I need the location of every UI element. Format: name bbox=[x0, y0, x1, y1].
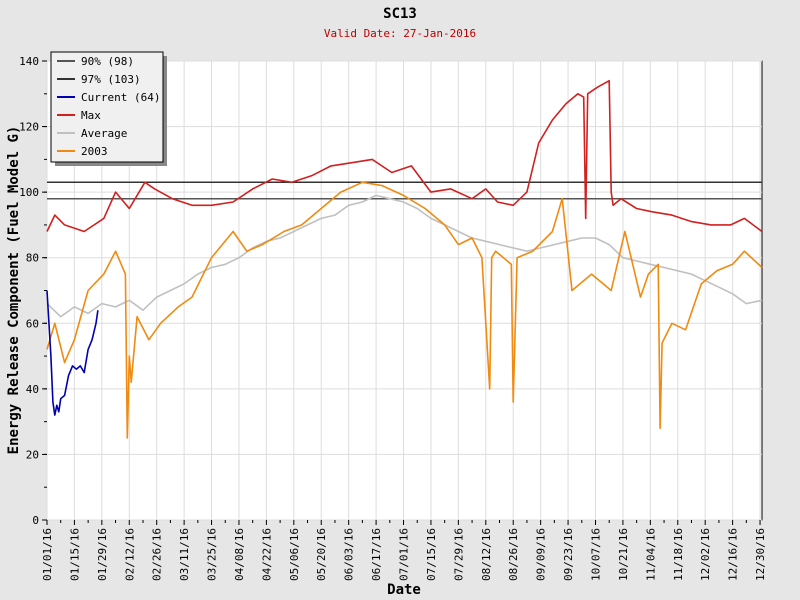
series-line-current-64- bbox=[46, 290, 99, 416]
y-tick-label: 0 bbox=[32, 514, 39, 527]
legend-label: Average bbox=[81, 127, 127, 140]
x-tick-label: 05/20/16 bbox=[315, 528, 328, 581]
x-tick-label: 12/02/16 bbox=[699, 528, 712, 581]
x-tick-label: 01/15/16 bbox=[68, 528, 81, 581]
x-tick-label: 02/12/16 bbox=[123, 528, 136, 581]
x-tick-label: 04/22/16 bbox=[260, 528, 273, 581]
y-tick-label: 80 bbox=[26, 252, 39, 265]
x-tick-label: 02/26/16 bbox=[151, 528, 164, 581]
x-tick-label: 09/23/16 bbox=[562, 528, 575, 581]
x-tick-label: 06/03/16 bbox=[343, 528, 356, 581]
x-tick-label: 12/16/16 bbox=[727, 528, 740, 581]
x-tick-label: 08/26/16 bbox=[507, 528, 520, 581]
x-axis-ticks: 01/01/16 01/15/16 01/29/16 02/12/16 02/26/16… bbox=[41, 520, 767, 581]
chart-title: SC13 bbox=[383, 6, 417, 22]
x-tick-label: 10/07/16 bbox=[589, 528, 602, 581]
y-tick-label: 60 bbox=[26, 317, 39, 330]
x-axis-label: Date bbox=[387, 582, 421, 598]
y-tick-label: 100 bbox=[19, 186, 39, 199]
x-tick-label: 01/01/16 bbox=[41, 528, 54, 581]
y-tick-label: 140 bbox=[19, 55, 39, 68]
y-axis-ticks: 0 20 40 60 80 100 120 140 bbox=[19, 55, 47, 527]
x-tick-label: 12/30/16 bbox=[754, 528, 767, 581]
x-tick-label: 11/04/16 bbox=[644, 528, 657, 581]
x-tick-label: 03/25/16 bbox=[206, 528, 219, 581]
legend-label: Max bbox=[81, 109, 101, 122]
legend-label: 97% (103) bbox=[81, 73, 141, 86]
x-tick-label: 03/11/16 bbox=[178, 528, 191, 581]
x-tick-label: 11/18/16 bbox=[672, 528, 685, 581]
series-line-average bbox=[46, 194, 763, 318]
y-tick-label: 20 bbox=[26, 448, 39, 461]
series-line-2003 bbox=[46, 181, 763, 439]
x-tick-label: 07/15/16 bbox=[425, 528, 438, 581]
x-tick-label: 06/17/16 bbox=[370, 528, 383, 581]
x-tick-label: 10/21/16 bbox=[617, 528, 630, 581]
chart-subtitle: Valid Date: 27-Jan-2016 bbox=[323, 27, 477, 40]
legend-label: 90% (98) bbox=[81, 55, 134, 68]
y-axis-label: Energy Release Component (Fuel Model G) bbox=[6, 126, 22, 455]
y-tick-label: 40 bbox=[26, 383, 39, 396]
series-line-max bbox=[46, 79, 763, 233]
series-lines bbox=[46, 79, 763, 439]
x-tick-label: 05/06/16 bbox=[288, 528, 301, 581]
x-tick-label: 04/08/16 bbox=[233, 528, 246, 581]
x-tick-label: 07/01/16 bbox=[398, 528, 411, 581]
legend-label: Current (64) bbox=[81, 91, 160, 104]
y-tick-label: 120 bbox=[19, 121, 39, 134]
legend-box bbox=[50, 51, 164, 163]
legend: 90% (98) 97% (103) Current (64) Max Average 2… bbox=[50, 51, 167, 166]
x-tick-label: 09/09/16 bbox=[535, 528, 548, 581]
legend-label: 2003 bbox=[81, 145, 108, 158]
x-tick-label: 07/29/16 bbox=[452, 528, 465, 581]
x-tick-label: 01/29/16 bbox=[96, 528, 109, 581]
x-tick-label: 08/12/16 bbox=[480, 528, 493, 581]
